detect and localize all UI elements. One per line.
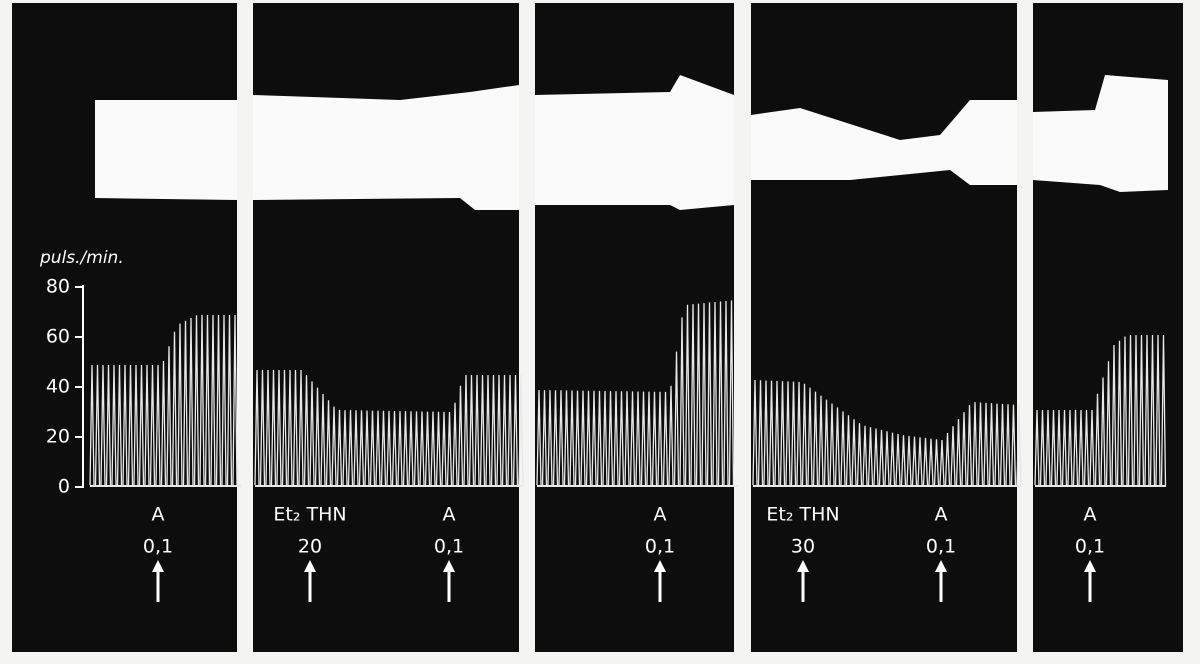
dose-label: 0,1	[434, 536, 464, 558]
pressure-trace	[535, 75, 734, 210]
pulse-trace	[1034, 334, 1167, 486]
pressure-trace	[751, 100, 1017, 185]
arrow-head	[1084, 560, 1096, 572]
drug-label: A	[152, 504, 165, 526]
pressure-trace	[253, 85, 519, 210]
pressure-trace	[95, 100, 237, 200]
y-tick-label: 60	[46, 326, 70, 348]
pulse-trace	[89, 314, 238, 486]
arrow-head	[443, 560, 455, 572]
arrow-head	[797, 560, 809, 572]
pulse-trace	[536, 300, 735, 486]
dose-label: 0,1	[143, 536, 173, 558]
traces	[89, 75, 1168, 487]
dose-label: 0,1	[1075, 536, 1105, 558]
arrow-head	[654, 560, 666, 572]
y-tick-label: 0	[58, 476, 70, 498]
drug-label: A	[935, 504, 948, 526]
y-tick-label: 80	[46, 276, 70, 298]
y-tick-label: 20	[46, 426, 70, 448]
drug-label: Et₂ THN	[273, 504, 346, 526]
pulse-trace	[752, 379, 1022, 486]
y-tick-label: 40	[46, 376, 70, 398]
arrow-head	[304, 560, 316, 572]
arrow-head	[935, 560, 947, 572]
dose-label: 0,1	[926, 536, 956, 558]
pulse-trace	[254, 369, 524, 486]
drug-label: A	[1084, 504, 1097, 526]
drug-label: A	[654, 504, 667, 526]
dose-label: 30	[791, 536, 815, 558]
dose-label: 20	[298, 536, 322, 558]
axis-label: puls./min.	[39, 248, 124, 268]
drug-label: A	[443, 504, 456, 526]
dose-label: 0,1	[645, 536, 675, 558]
arrow-head	[152, 560, 164, 572]
pressure-trace	[1033, 75, 1168, 192]
drug-label: Et₂ THN	[766, 504, 839, 526]
